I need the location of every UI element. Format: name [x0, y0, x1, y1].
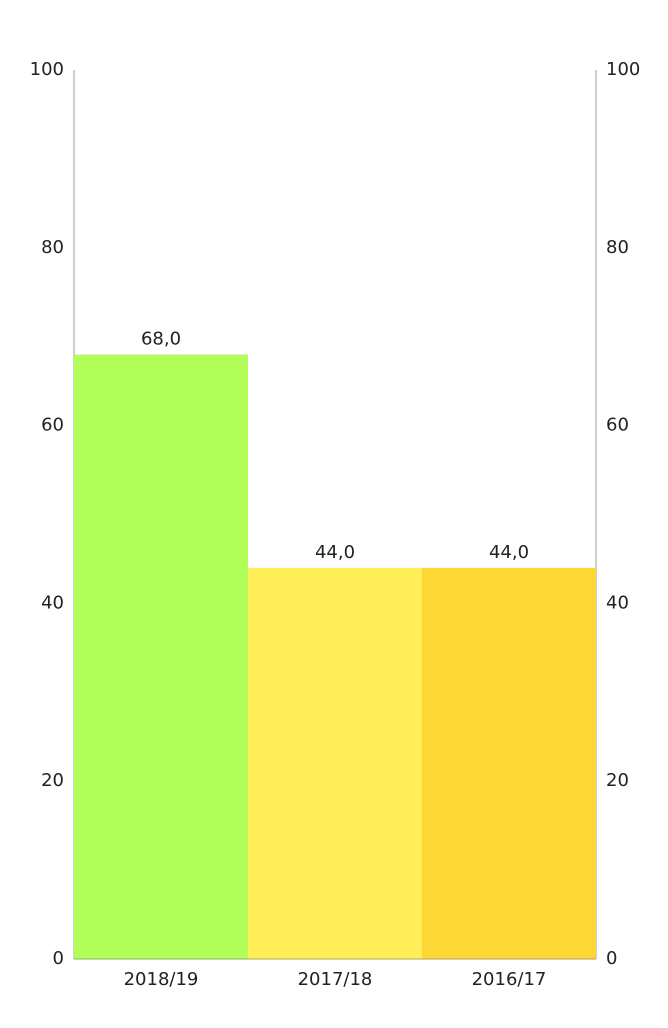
y-tick-label: 80 [41, 237, 64, 258]
y-tick-label: 100 [30, 59, 64, 80]
y2-tick-label: 40 [606, 592, 629, 613]
y-tick-label: 60 [41, 415, 64, 436]
bar [74, 354, 248, 960]
bar [248, 567, 422, 959]
y2-tick-label: 20 [606, 770, 629, 791]
value-label: 68,0 [141, 328, 181, 349]
y-tick-label: 0 [53, 948, 64, 969]
y2-tick-label: 80 [606, 237, 629, 258]
x-tick-label: 2016/17 [472, 969, 547, 990]
y-tick-label: 40 [41, 592, 64, 613]
y-tick-label: 20 [41, 770, 64, 791]
y2-tick-label: 60 [606, 415, 629, 436]
value-label: 44,0 [489, 542, 529, 563]
y2-tick-label: 100 [606, 59, 640, 80]
x-tick-label: 2018/19 [124, 969, 199, 990]
value-label: 44,0 [315, 542, 355, 563]
y2-tick-label: 0 [606, 948, 617, 969]
bar [422, 567, 596, 959]
x-tick-label: 2017/18 [298, 969, 373, 990]
